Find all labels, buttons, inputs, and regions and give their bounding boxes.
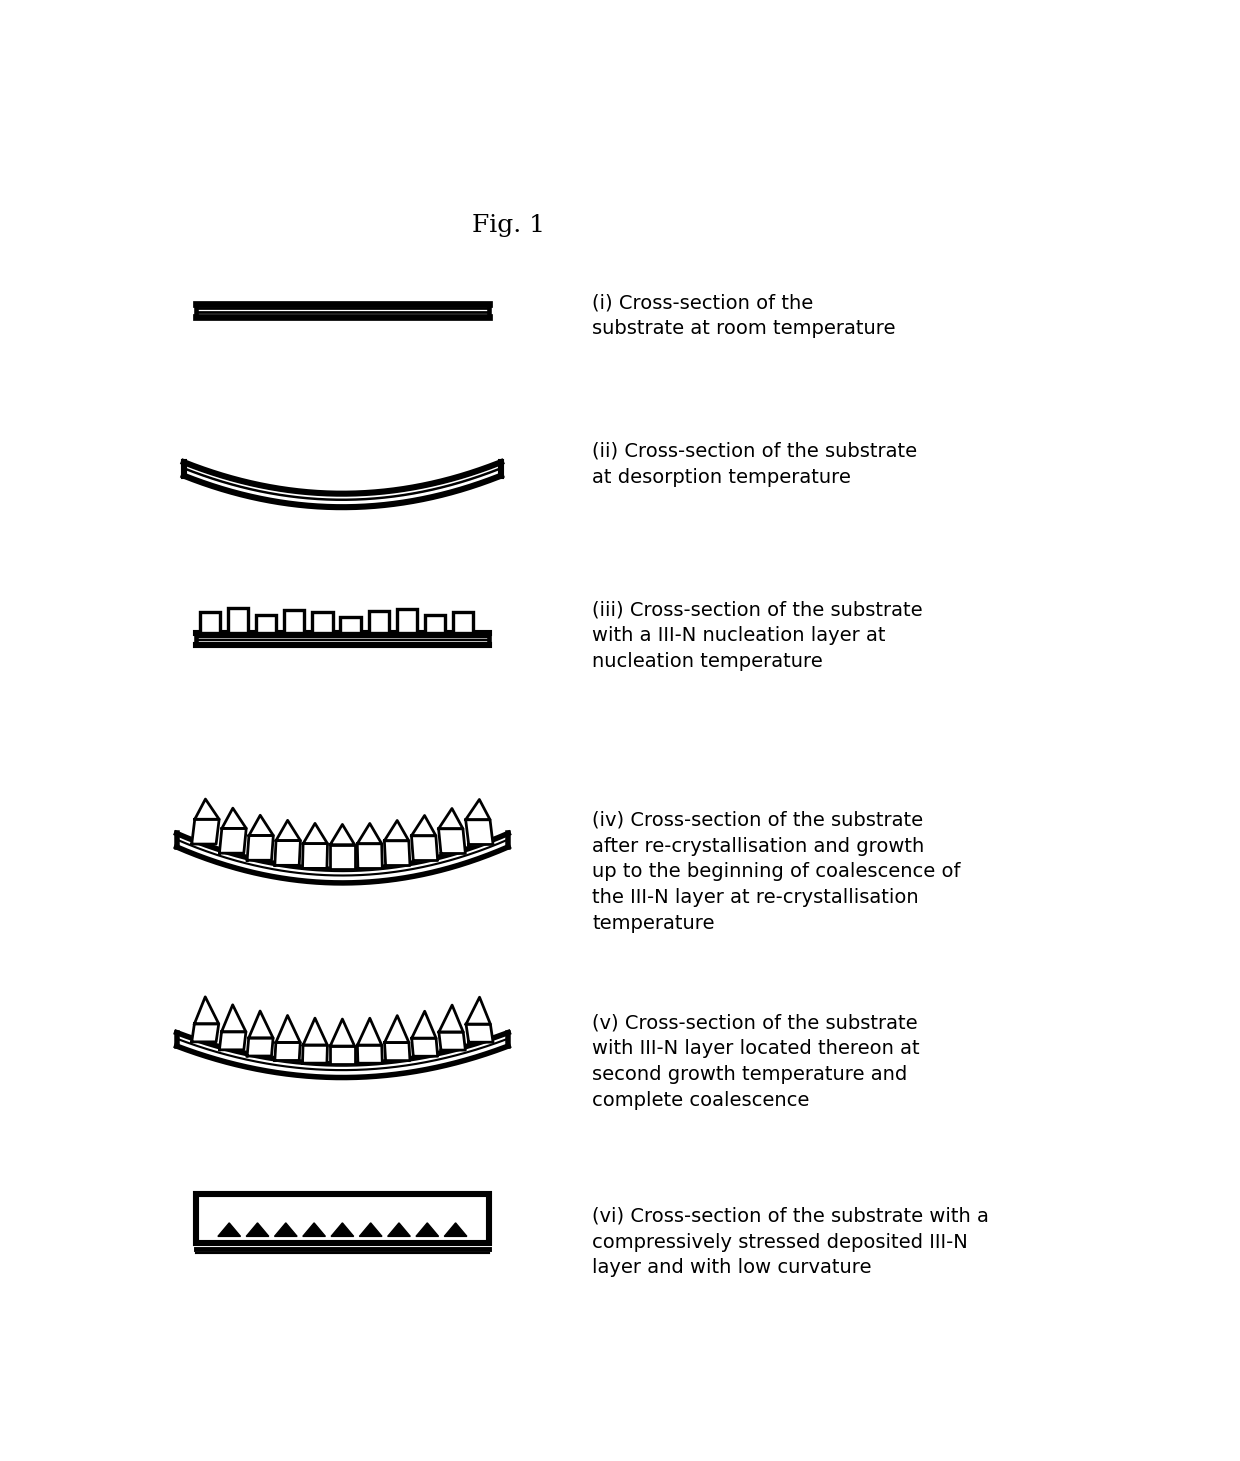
Polygon shape [466,1024,494,1042]
Polygon shape [218,1223,241,1236]
Polygon shape [222,1005,246,1031]
Polygon shape [330,824,355,844]
Bar [255,615,277,633]
Polygon shape [184,462,501,507]
Polygon shape [412,815,435,836]
Polygon shape [219,1031,246,1050]
Text: (i) Cross-section of the
substrate at room temperature: (i) Cross-section of the substrate at ro… [593,294,895,337]
Bar [228,608,248,633]
Polygon shape [303,1018,327,1045]
Polygon shape [439,1005,464,1031]
Polygon shape [330,844,355,869]
Polygon shape [388,1223,410,1236]
Polygon shape [303,1045,327,1064]
Polygon shape [249,815,273,836]
Text: (ii) Cross-section of the substrate
at desorption temperature: (ii) Cross-section of the substrate at d… [593,441,918,487]
Polygon shape [357,1045,382,1064]
Polygon shape [357,1018,382,1045]
Polygon shape [360,1223,382,1236]
Polygon shape [412,1011,436,1039]
Polygon shape [330,1018,355,1046]
Bar [341,617,361,633]
Polygon shape [357,843,382,868]
Text: (vi) Cross-section of the substrate with a
compressively stressed deposited III-: (vi) Cross-section of the substrate with… [593,1207,990,1277]
Bar [284,611,305,633]
Polygon shape [412,836,438,861]
Text: (iv) Cross-section of the substrate
after re-crystallisation and growth
up to th: (iv) Cross-section of the substrate afte… [593,811,961,934]
Polygon shape [444,1223,467,1236]
Polygon shape [466,820,494,844]
Bar [312,612,332,633]
Text: (v) Cross-section of the substrate
with III-N layer located thereon at
second gr: (v) Cross-section of the substrate with … [593,1014,920,1110]
Polygon shape [439,808,463,828]
Polygon shape [222,808,247,828]
Bar [453,612,474,633]
Polygon shape [303,824,327,843]
Polygon shape [192,1024,218,1042]
Polygon shape [275,1043,300,1061]
Polygon shape [195,996,218,1024]
Polygon shape [384,1043,410,1061]
Polygon shape [384,840,410,865]
Polygon shape [192,820,219,844]
Polygon shape [247,836,273,861]
Bar [397,609,417,633]
Polygon shape [412,1039,438,1056]
Polygon shape [466,799,490,820]
Bar [196,1194,489,1243]
Polygon shape [303,843,327,868]
Polygon shape [249,1011,273,1037]
Polygon shape [384,821,409,840]
Polygon shape [384,1015,409,1043]
Polygon shape [439,828,465,853]
Polygon shape [415,1223,439,1236]
Polygon shape [219,828,247,853]
Polygon shape [196,633,489,644]
Polygon shape [303,1223,325,1236]
Polygon shape [466,998,490,1024]
Polygon shape [274,1223,298,1236]
Polygon shape [196,304,489,317]
Text: (iii) Cross-section of the substrate
with a III-N nucleation layer at
nucleation: (iii) Cross-section of the substrate wit… [593,600,923,671]
Polygon shape [439,1031,465,1050]
Polygon shape [357,824,382,843]
Polygon shape [176,833,508,882]
Polygon shape [275,1015,300,1043]
Bar [425,615,445,633]
Bar [200,612,219,633]
Text: Fig. 1: Fig. 1 [472,213,546,237]
Polygon shape [330,1046,355,1064]
Polygon shape [331,1223,353,1236]
Polygon shape [195,799,219,820]
Polygon shape [176,1033,508,1078]
Bar [368,611,389,633]
Polygon shape [275,840,300,865]
Polygon shape [247,1223,269,1236]
Polygon shape [277,820,300,840]
Polygon shape [247,1037,273,1056]
